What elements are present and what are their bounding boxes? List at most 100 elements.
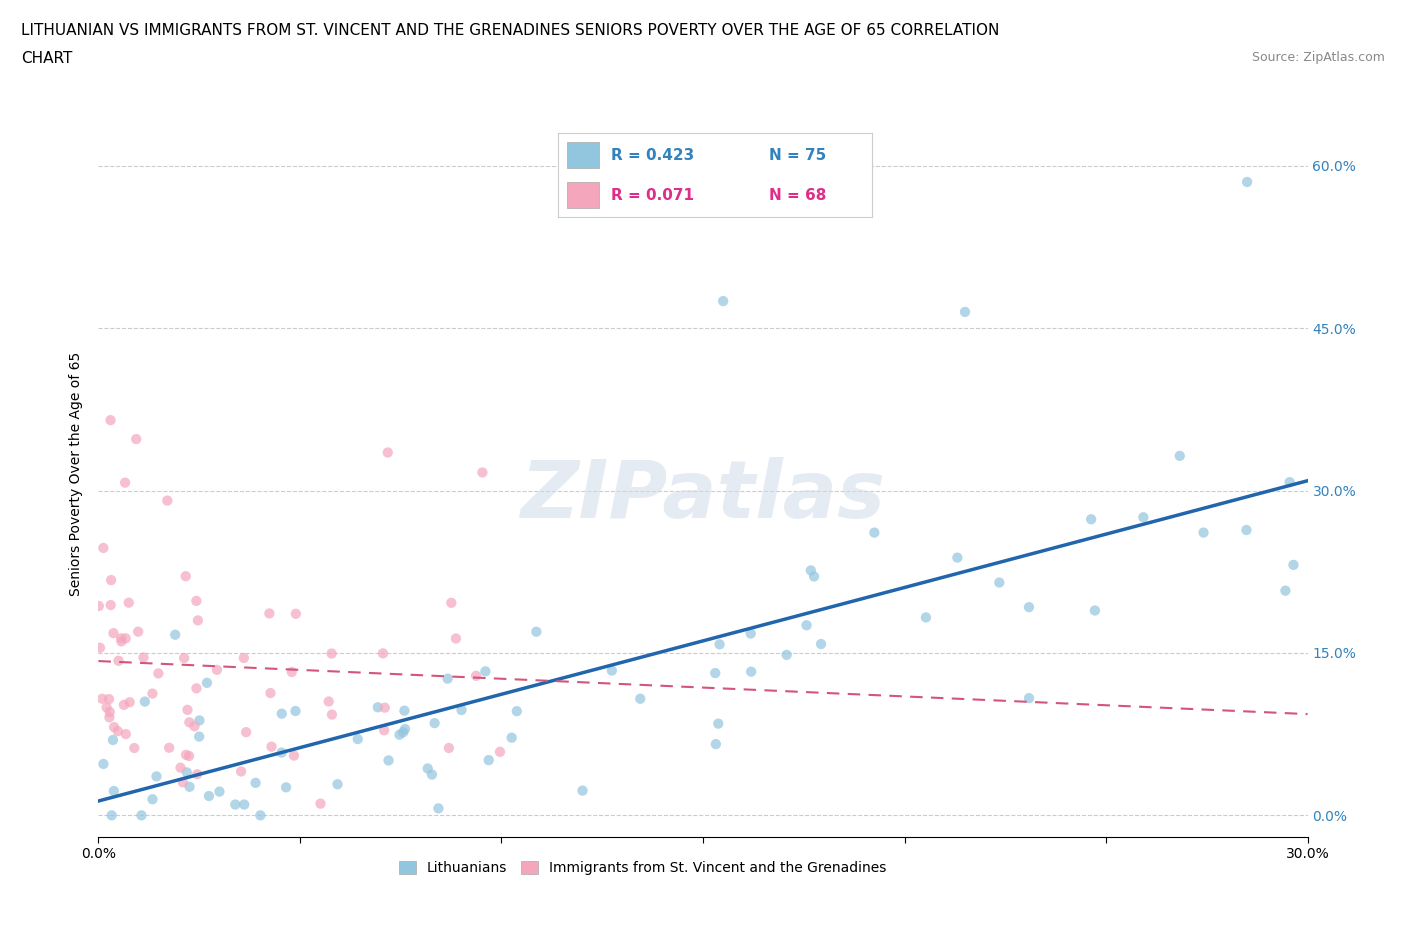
Point	[118, 695, 141, 710]
Point	[321, 707, 343, 722]
Point	[524, 624, 547, 639]
Point	[1274, 583, 1296, 598]
Point	[423, 716, 446, 731]
Point	[388, 727, 411, 742]
Point	[259, 606, 281, 621]
Y-axis label: Seniors Poverty Over the Age of 65: Seniors Poverty Over the Age of 65	[69, 352, 83, 596]
Point	[176, 702, 198, 717]
Text: LITHUANIAN VS IMMIGRANTS FROM ST. VINCENT AND THE GRENADINES SENIORS POVERTY OVE: LITHUANIAN VS IMMIGRANTS FROM ST. VINCEN…	[21, 23, 1000, 38]
Point	[93, 756, 115, 771]
Point	[114, 631, 136, 645]
Text: Source: ZipAtlas.com: Source: ZipAtlas.com	[1251, 51, 1385, 64]
Point	[97, 692, 120, 707]
Point	[208, 784, 231, 799]
Point	[260, 739, 283, 754]
Point	[100, 413, 122, 428]
Point	[259, 685, 281, 700]
Point	[283, 748, 305, 763]
Point	[169, 760, 191, 775]
Point	[131, 808, 153, 823]
Point	[373, 723, 395, 737]
Point	[127, 624, 149, 639]
Point	[110, 634, 132, 649]
Point	[946, 551, 969, 565]
Point	[796, 618, 818, 632]
Point	[270, 745, 292, 760]
Point	[1236, 175, 1258, 190]
Point	[436, 671, 458, 686]
Point	[103, 720, 125, 735]
Point	[1236, 523, 1258, 538]
Point	[863, 525, 886, 540]
Point	[571, 783, 593, 798]
Point	[98, 710, 121, 724]
Point	[156, 493, 179, 508]
Point	[471, 465, 494, 480]
Point	[134, 694, 156, 709]
Point	[1084, 603, 1107, 618]
Point	[284, 704, 307, 719]
Point	[704, 737, 727, 751]
Point	[91, 691, 114, 706]
Point	[96, 700, 118, 715]
Point	[132, 650, 155, 665]
Point	[114, 726, 136, 741]
Point	[628, 691, 651, 706]
Point	[165, 628, 187, 643]
Point	[374, 700, 396, 715]
Point	[103, 626, 125, 641]
Point	[394, 703, 416, 718]
Point	[125, 432, 148, 446]
Point	[124, 740, 146, 755]
Point	[711, 294, 734, 309]
Point	[803, 569, 825, 584]
Point	[245, 776, 267, 790]
Point	[179, 715, 201, 730]
Point	[321, 646, 343, 661]
Point	[775, 647, 797, 662]
Point	[232, 651, 254, 666]
Point	[465, 669, 488, 684]
Point	[195, 675, 218, 690]
Point	[1132, 510, 1154, 525]
Point	[437, 740, 460, 755]
Point	[98, 705, 121, 720]
Point	[229, 764, 252, 779]
Point	[176, 764, 198, 779]
Point	[377, 445, 399, 460]
Point	[114, 475, 136, 490]
Point	[284, 606, 307, 621]
Point	[281, 665, 304, 680]
Point	[489, 744, 512, 759]
Point	[988, 575, 1011, 590]
Point	[107, 724, 129, 738]
Text: CHART: CHART	[21, 51, 73, 66]
Point	[450, 702, 472, 717]
Point	[709, 637, 731, 652]
Point	[141, 686, 163, 701]
Point	[478, 752, 501, 767]
Point	[205, 662, 228, 677]
Point	[367, 700, 389, 715]
Point	[118, 595, 141, 610]
Point	[188, 713, 211, 728]
Point	[188, 729, 211, 744]
Point	[198, 789, 221, 804]
Point	[89, 640, 111, 655]
Point	[506, 704, 529, 719]
Point	[100, 598, 122, 613]
Point	[1018, 600, 1040, 615]
Point	[440, 595, 463, 610]
Point	[704, 666, 727, 681]
Legend: Lithuanians, Immigrants from St. Vincent and the Grenadines: Lithuanians, Immigrants from St. Vincent…	[394, 856, 891, 881]
Point	[172, 775, 194, 790]
Point	[740, 626, 762, 641]
Point	[145, 769, 167, 784]
Point	[309, 796, 332, 811]
Point	[224, 797, 246, 812]
Point	[1278, 474, 1301, 489]
Point	[427, 801, 450, 816]
Point	[100, 573, 122, 588]
Point	[249, 808, 271, 823]
Point	[233, 797, 256, 812]
